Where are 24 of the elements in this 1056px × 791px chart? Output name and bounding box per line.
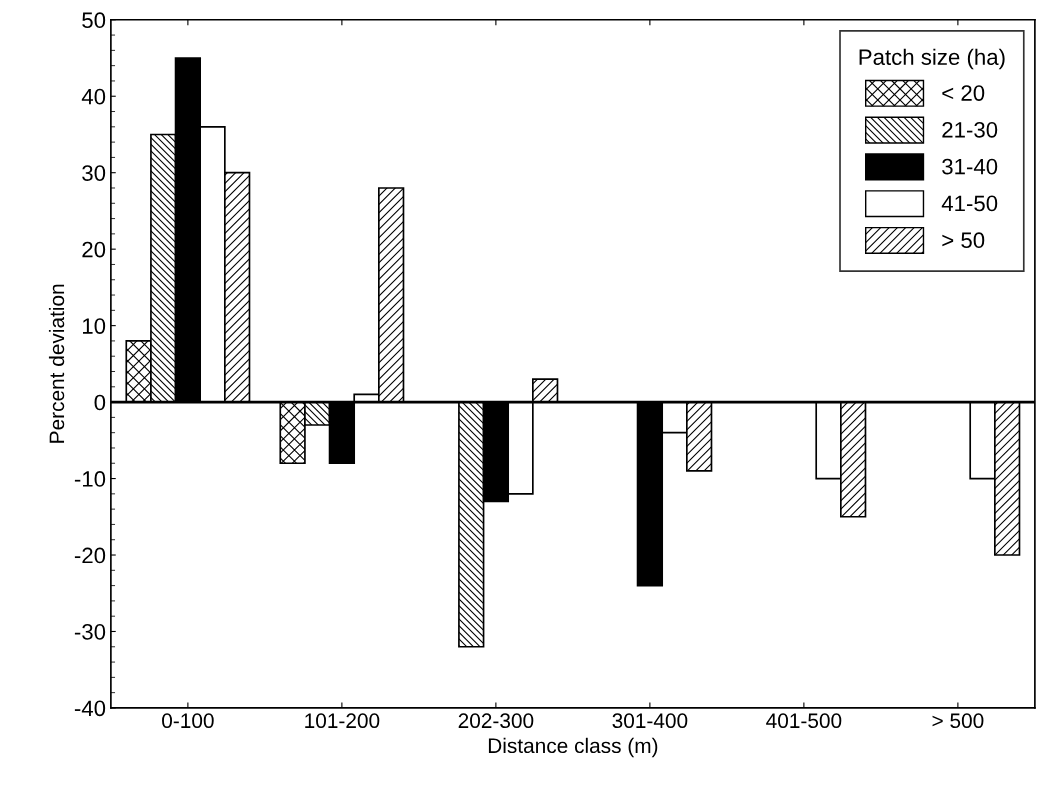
x-tick-label: 202-300 <box>458 713 534 729</box>
y-tick-label: 20 <box>82 241 106 258</box>
x-tick-label: 401-500 <box>766 713 842 729</box>
y-axis-title: Percent deviation <box>48 284 65 443</box>
y-tick-label: -40 <box>74 700 106 717</box>
y-tick-label: 40 <box>81 88 106 105</box>
legend-title: Patch size (ha) <box>859 48 1005 70</box>
x-tick-label: 0-100 <box>162 713 214 729</box>
y-tick-label: -10 <box>74 471 106 487</box>
legend-label: 21-30 <box>942 121 998 138</box>
x-tick-label: 101-200 <box>305 713 380 729</box>
y-tick-label: 10 <box>83 318 106 334</box>
legend-label: 41-50 <box>941 195 998 212</box>
y-tick-label: 50 <box>82 12 106 29</box>
legend-label: < 20 <box>942 85 985 101</box>
y-tick-label: -30 <box>74 624 106 640</box>
y-tick-label: 0 <box>94 394 106 411</box>
legend-label: > 50 <box>942 232 985 249</box>
y-tick-label: -20 <box>74 547 106 564</box>
x-tick-label: > 500 <box>932 713 984 729</box>
legend-label: 31-40 <box>942 158 998 175</box>
x-axis-title: Distance class (m) <box>488 737 658 758</box>
x-tick-label: 301-400 <box>612 713 688 729</box>
y-tick-label: 30 <box>82 165 106 181</box>
